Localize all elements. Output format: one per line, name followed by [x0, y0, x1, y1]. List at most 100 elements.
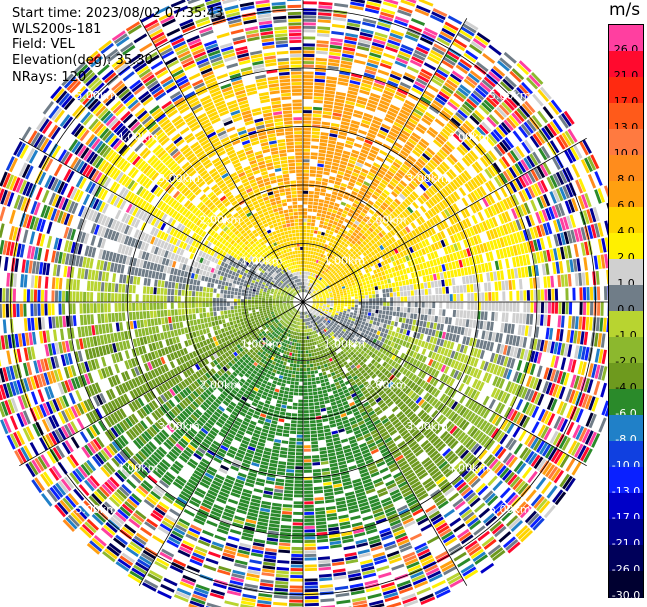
velocity-gate	[384, 315, 389, 320]
velocity-gate	[405, 0, 417, 4]
velocity-gate	[333, 298, 337, 301]
velocity-gate	[309, 283, 311, 287]
velocity-gate	[318, 242, 322, 246]
velocity-gate	[488, 114, 500, 126]
velocity-gate	[304, 469, 312, 473]
velocity-gate	[391, 124, 402, 132]
velocity-gate	[332, 112, 342, 117]
velocity-gate	[288, 603, 303, 607]
velocity-gate	[377, 185, 385, 192]
velocity-gate	[339, 186, 346, 191]
velocity-gate	[306, 329, 308, 333]
velocity-gate	[335, 145, 344, 150]
velocity-gate	[337, 300, 341, 302]
velocity-gate	[558, 134, 569, 148]
velocity-gate	[296, 438, 303, 442]
velocity-gate	[325, 229, 330, 234]
velocity-gate	[303, 82, 314, 86]
velocity-gate	[348, 229, 354, 234]
velocity-gate	[332, 209, 338, 214]
velocity-gate	[406, 285, 411, 291]
velocity-gate	[430, 196, 438, 205]
velocity-gate	[524, 325, 529, 337]
velocity-gate	[589, 302, 594, 316]
velocity-gate	[418, 234, 424, 241]
velocity-gate	[485, 182, 493, 193]
velocity-gate	[457, 109, 468, 119]
velocity-gate	[367, 258, 372, 264]
velocity-gate	[318, 149, 327, 154]
velocity-gate	[374, 313, 379, 318]
velocity-gate	[376, 298, 380, 302]
velocity-gate	[386, 292, 390, 298]
velocity-gate	[515, 177, 524, 190]
velocity-gate	[437, 280, 442, 287]
velocity-gate	[281, 382, 286, 387]
velocity-gate	[324, 97, 334, 102]
velocity-gate	[395, 225, 402, 232]
velocity-gate	[333, 206, 339, 211]
velocity-gate	[550, 275, 555, 288]
velocity-gate	[519, 290, 523, 301]
velocity-gate	[365, 302, 369, 306]
velocity-gate	[311, 138, 320, 142]
velocity-gate	[281, 440, 289, 444]
velocity-gate	[306, 261, 310, 265]
velocity-gate	[370, 328, 375, 333]
velocity-gate	[383, 297, 387, 302]
velocity-gate	[483, 99, 495, 111]
velocity-gate	[317, 163, 324, 168]
velocity-gate	[312, 289, 315, 293]
velocity-gate	[369, 298, 373, 302]
velocity-gate	[319, 220, 325, 225]
velocity-gate	[365, 269, 370, 274]
velocity-gate	[404, 274, 409, 280]
velocity-gate	[316, 234, 321, 238]
velocity-gate	[334, 268, 339, 272]
velocity-gate	[328, 242, 333, 247]
velocity-gate	[382, 275, 387, 280]
velocity-gate	[488, 180, 496, 191]
velocity-gate	[320, 265, 324, 269]
velocity-gate	[512, 426, 521, 438]
velocity-gate	[304, 529, 316, 533]
velocity-gate	[516, 62, 530, 76]
velocity-gate	[292, 406, 298, 410]
velocity-gate	[291, 550, 303, 554]
velocity-gate	[362, 318, 367, 322]
velocity-gate	[337, 298, 341, 300]
velocity-gate	[403, 285, 407, 291]
velocity-gate	[305, 257, 308, 261]
velocity-gate	[355, 208, 362, 214]
velocity-gate	[324, 244, 328, 248]
velocity-gate	[311, 269, 314, 273]
velocity-gate	[303, 382, 308, 386]
velocity-gate	[335, 226, 341, 231]
velocity-gate	[350, 175, 358, 181]
velocity-gate	[469, 150, 479, 160]
velocity-gate	[391, 177, 399, 185]
velocity-gate	[357, 177, 364, 184]
velocity-gate	[372, 305, 376, 310]
velocity-gate	[327, 222, 333, 227]
velocity-gate	[348, 181, 355, 187]
velocity-gate	[388, 315, 393, 321]
velocity-gate	[344, 299, 348, 302]
velocity-gate	[297, 420, 303, 424]
velocity-gate	[353, 109, 364, 116]
velocity-gate	[318, 268, 322, 272]
velocity-gate	[396, 306, 401, 312]
velocity-gate	[333, 155, 341, 160]
velocity-gate	[303, 239, 306, 243]
velocity-gate	[401, 163, 410, 171]
velocity-gate	[360, 324, 365, 329]
velocity-gate	[461, 197, 469, 207]
velocity-gate	[397, 135, 407, 143]
velocity-gate	[328, 526, 340, 532]
velocity-gate	[359, 259, 364, 264]
velocity-gate	[426, 321, 431, 328]
velocity-gate	[333, 184, 340, 189]
velocity-gate	[442, 85, 454, 95]
velocity-gate	[427, 84, 439, 93]
velocity-gate	[403, 188, 411, 196]
